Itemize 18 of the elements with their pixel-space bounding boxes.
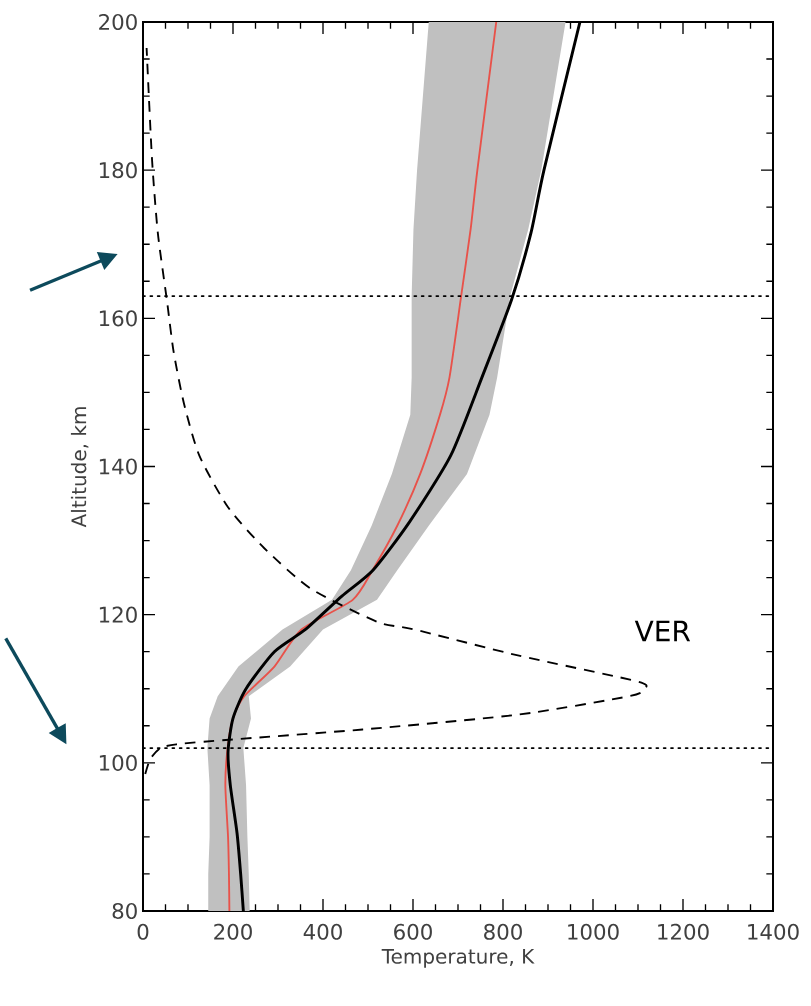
y-tick-label: 140 <box>99 458 137 475</box>
y-tick-label: 180 <box>99 162 137 179</box>
y-axis-title: Altitude, km <box>70 407 89 528</box>
x-tick-label: 1000 <box>568 923 619 940</box>
x-tick-label: 0 <box>137 923 149 940</box>
x-tick-label: 1200 <box>658 923 709 940</box>
y-tick-label: 200 <box>99 13 137 31</box>
x-tick-label: 200 <box>214 923 252 940</box>
y-tick-label: 80 <box>112 902 137 920</box>
x-tick-label: 1400 <box>748 923 799 940</box>
y-tick-label: 160 <box>99 310 137 327</box>
x-tick-label: 800 <box>484 923 522 940</box>
y-tick-label: 120 <box>99 606 137 623</box>
x-tick-label: 400 <box>303 923 342 940</box>
y-tick-label: 100 <box>99 754 137 771</box>
annotation: VER <box>634 620 691 642</box>
x-tick-label: 600 <box>394 923 432 940</box>
x-axis-title: Temperature, K <box>381 949 535 968</box>
